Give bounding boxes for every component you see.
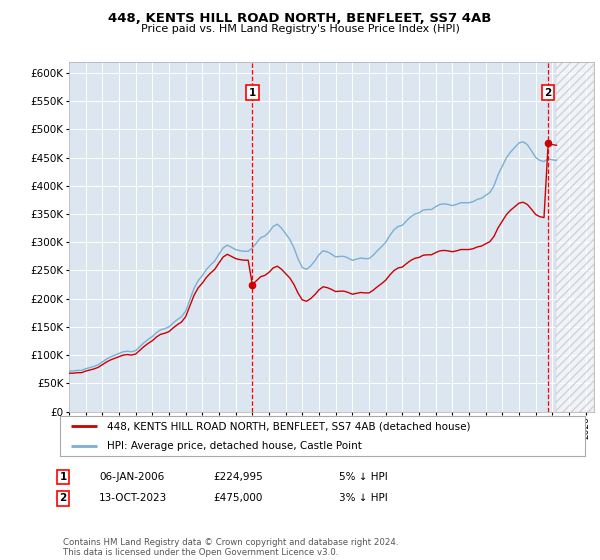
Text: 1: 1	[59, 472, 67, 482]
Text: 448, KENTS HILL ROAD NORTH, BENFLEET, SS7 4AB: 448, KENTS HILL ROAD NORTH, BENFLEET, SS…	[109, 12, 491, 25]
Text: 13-OCT-2023: 13-OCT-2023	[99, 493, 167, 503]
Bar	[556, 62, 594, 412]
Text: 1: 1	[249, 88, 256, 97]
Text: £475,000: £475,000	[213, 493, 262, 503]
Text: 2: 2	[545, 88, 552, 97]
Text: 3% ↓ HPI: 3% ↓ HPI	[339, 493, 388, 503]
Text: Price paid vs. HM Land Registry's House Price Index (HPI): Price paid vs. HM Land Registry's House …	[140, 24, 460, 34]
Text: HPI: Average price, detached house, Castle Point: HPI: Average price, detached house, Cast…	[107, 441, 362, 451]
Text: 5% ↓ HPI: 5% ↓ HPI	[339, 472, 388, 482]
Text: 06-JAN-2006: 06-JAN-2006	[99, 472, 164, 482]
Text: 448, KENTS HILL ROAD NORTH, BENFLEET, SS7 4AB (detached house): 448, KENTS HILL ROAD NORTH, BENFLEET, SS…	[107, 421, 471, 431]
Text: Contains HM Land Registry data © Crown copyright and database right 2024.
This d: Contains HM Land Registry data © Crown c…	[63, 538, 398, 557]
Text: £224,995: £224,995	[213, 472, 263, 482]
Text: 2: 2	[59, 493, 67, 503]
